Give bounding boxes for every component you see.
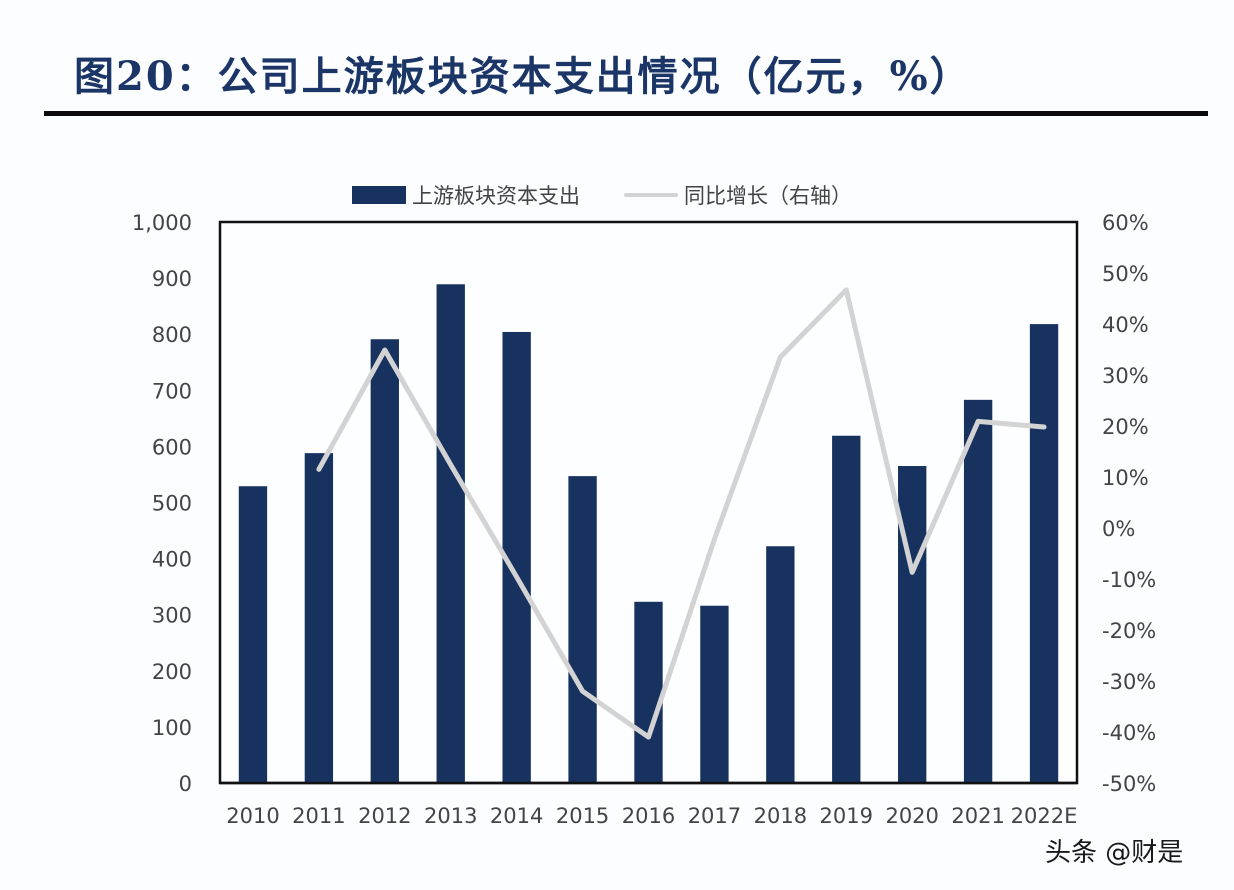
bar-2010 (238, 486, 268, 783)
left-tick-label: 900 (152, 267, 192, 291)
bar-2015 (568, 476, 597, 783)
left-tick-label: 200 (152, 660, 192, 684)
left-tick-label: 700 (152, 379, 192, 403)
x-tick-label: 2021 (951, 804, 1004, 828)
left-tick-label: 300 (152, 604, 192, 628)
right-tick-label: -40% (1102, 721, 1156, 745)
legend-bar-swatch (352, 186, 406, 204)
x-tick-label: 2014 (490, 804, 543, 828)
right-tick-label: -30% (1102, 670, 1156, 694)
right-tick-label: 50% (1102, 262, 1149, 286)
x-tick-label: 2012 (358, 804, 411, 828)
watermark: 头条 @财是 (1045, 838, 1184, 868)
yoy-growth-line (316, 287, 1047, 740)
chart-title: 图20：公司上游板块资本支出情况（亿元，%） (74, 53, 972, 100)
x-tick-label: 2016 (622, 804, 675, 828)
legend-bar-label: 上游板块资本支出 (412, 184, 580, 208)
bar-2013 (436, 284, 465, 783)
bar-2021 (963, 399, 993, 783)
left-tick-label: 500 (152, 492, 192, 516)
left-tick-label: 1,000 (132, 211, 192, 235)
right-tick-label: 30% (1102, 364, 1149, 388)
x-tick-label: 2017 (688, 804, 741, 828)
bar-2022E (1029, 324, 1059, 783)
bar-2019 (832, 435, 861, 783)
right-tick-label: 0% (1102, 517, 1135, 541)
x-tick-label: 2019 (820, 804, 873, 828)
title-divider (44, 111, 1208, 116)
bar-2020 (898, 466, 927, 783)
bar-2012 (370, 339, 399, 783)
x-tick-label: 2018 (754, 804, 807, 828)
left-tick-label: 800 (152, 323, 192, 347)
left-tick-label: 400 (152, 548, 192, 572)
chart-legend: 上游板块资本支出 同比增长（右轴） (352, 180, 852, 210)
bar-2011 (304, 453, 334, 783)
right-tick-label: 10% (1102, 466, 1149, 490)
left-tick-label: 600 (152, 435, 192, 459)
x-tick-label: 2011 (292, 804, 345, 828)
right-tick-label: -20% (1102, 619, 1156, 643)
right-tick-label: -50% (1102, 772, 1156, 796)
x-tick-label: 2015 (556, 804, 609, 828)
legend-line-label: 同比增长（右轴） (684, 184, 852, 208)
bar-2017 (700, 605, 729, 783)
left-tick-label: 100 (152, 716, 192, 740)
x-tick-label: 2010 (226, 804, 279, 828)
bar-2018 (766, 546, 795, 783)
right-tick-label: 60% (1102, 211, 1149, 235)
legend-line-swatch (624, 193, 678, 197)
x-tick-label: 2020 (885, 804, 938, 828)
right-tick-label: -10% (1102, 568, 1156, 592)
right-tick-label: 40% (1102, 313, 1149, 337)
x-tick-label: 2013 (424, 804, 477, 828)
x-tick-label: 2022E (1011, 804, 1078, 828)
bar-2016 (634, 601, 663, 783)
left-tick-label: 0 (179, 772, 192, 796)
right-tick-label: 20% (1102, 415, 1149, 439)
